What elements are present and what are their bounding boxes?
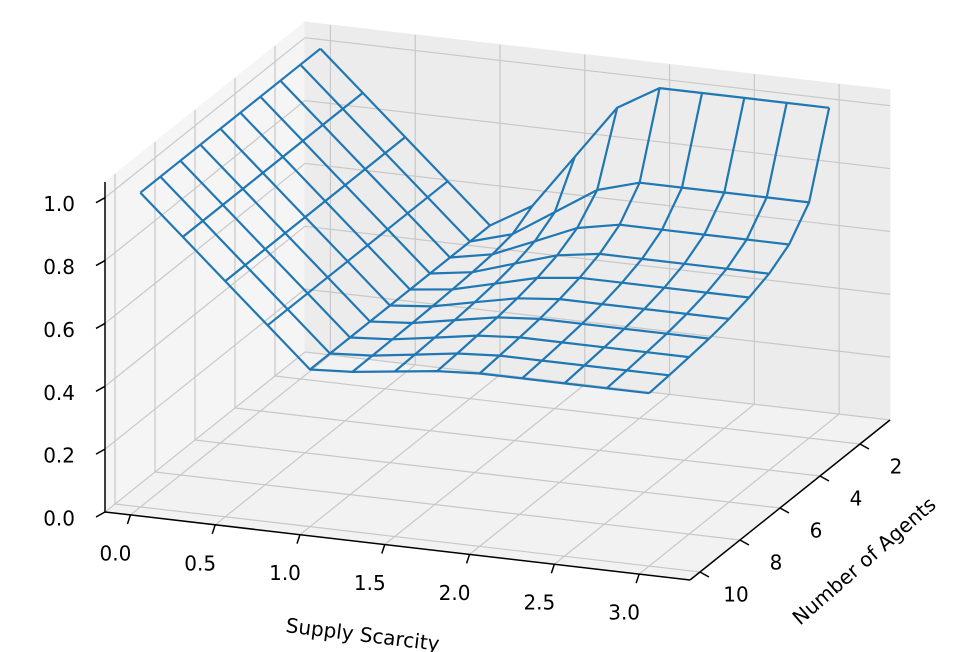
z-tick-label: 0.4 [43, 381, 75, 405]
grid-line [304, 37, 891, 107]
x-tick [211, 524, 216, 535]
grid-line [304, 99, 891, 170]
y-tick [739, 539, 750, 546]
x-tick-label: 1.0 [269, 561, 301, 585]
grid-line [304, 225, 891, 295]
wire-column [521, 92, 704, 380]
y-tick-label: 10 [723, 583, 748, 607]
grid-line [234, 407, 821, 477]
x-tick [465, 554, 471, 564]
x-tick [296, 534, 301, 544]
z-tick [95, 385, 106, 392]
grid-line [299, 374, 501, 536]
z-tick [95, 511, 106, 518]
z-tick [95, 448, 106, 455]
x-tick [550, 563, 556, 574]
y-tick [819, 475, 830, 482]
z-tick [95, 259, 106, 267]
grid-line [384, 384, 586, 545]
grid-line [154, 471, 741, 541]
z-tick [95, 197, 106, 204]
wire-column [139, 47, 322, 194]
y-tick [699, 571, 710, 578]
grid-line [638, 413, 840, 575]
x-tick-label: 2.5 [523, 591, 555, 615]
z-tick-label: 0.2 [43, 444, 75, 468]
x-tick-label: 0.0 [100, 541, 132, 565]
wire-column [309, 224, 491, 371]
axis-line [104, 511, 691, 581]
grid-line [194, 439, 781, 509]
grid-line [214, 364, 416, 526]
y-tick [779, 507, 790, 514]
x-axis-label: Supply Scarcity [285, 613, 441, 652]
grid-line [104, 288, 306, 450]
y-tick-label: 4 [850, 487, 863, 511]
z-tick-label: 1.0 [43, 192, 75, 216]
y-tick-label: 2 [890, 455, 903, 479]
wire-column [563, 97, 746, 385]
y-tick-label: 8 [770, 551, 783, 575]
wire-column [394, 156, 576, 373]
grid-line [104, 351, 306, 513]
wire-column [436, 107, 619, 372]
z-tick-label: 0.0 [43, 507, 75, 531]
grid-line [304, 162, 891, 233]
grid-line [469, 393, 670, 555]
wire-column [605, 102, 788, 390]
x-tick-label: 1.5 [354, 571, 386, 595]
y-axis-label: Number of Agents [787, 492, 940, 629]
wire-column [351, 205, 534, 373]
grid-line [304, 351, 891, 421]
grid-line [104, 162, 306, 324]
z-tick-label: 0.8 [43, 255, 75, 279]
wire-column [648, 107, 831, 395]
grid-line [274, 375, 861, 445]
x-tick-label: 2.0 [439, 581, 471, 605]
wire-column [478, 87, 661, 375]
wire-column [182, 92, 364, 238]
y-tick-label: 6 [810, 519, 823, 543]
grid-line [130, 354, 331, 516]
grid-line [114, 503, 701, 573]
axis-line [689, 419, 891, 581]
x-tick [381, 544, 386, 554]
y-tick [859, 443, 870, 450]
grid-line [104, 225, 306, 387]
x-tick-label: 0.5 [184, 551, 216, 575]
x-tick-label: 3.0 [608, 601, 640, 625]
x-tick [635, 573, 640, 584]
grid-line [104, 100, 306, 262]
grid-line [104, 37, 306, 199]
wire-column [224, 136, 406, 282]
x-tick [126, 514, 132, 525]
z-tick-label: 0.6 [43, 318, 75, 342]
wire-column [266, 180, 449, 327]
grid-line [304, 288, 891, 358]
z-tick [95, 322, 106, 330]
grid-line [553, 403, 755, 565]
